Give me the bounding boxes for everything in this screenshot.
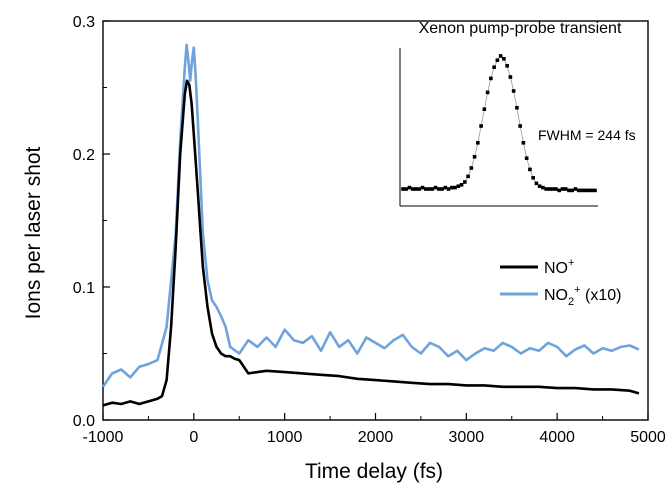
inset-point	[521, 141, 526, 145]
inset-point	[453, 185, 457, 190]
inset-point	[407, 185, 412, 190]
inset-point	[479, 124, 483, 128]
legend-label-no-plus: NO+	[544, 257, 574, 277]
inset-point	[436, 187, 441, 191]
inset-point	[576, 188, 581, 193]
inset-point	[547, 187, 552, 191]
inset-point	[550, 187, 555, 191]
inset-point	[404, 187, 409, 191]
inset-point	[560, 187, 565, 191]
inset-point	[443, 185, 448, 190]
y-axis-title: Ions per laser shot	[22, 146, 45, 319]
inset-point	[495, 58, 500, 62]
y-axis-ticks: 0.0 0.1 0.2 0.3	[73, 14, 110, 430]
inset-point	[489, 76, 493, 81]
inset-point	[450, 185, 454, 190]
inset-point	[515, 106, 519, 110]
series-line-no2-plus	[101, 43, 640, 388]
inset-point	[589, 188, 594, 193]
inset-point	[414, 187, 418, 191]
y-tick-label: 0.1	[73, 280, 95, 297]
x-tick-label: -1000	[83, 429, 124, 446]
inset-point	[401, 187, 405, 191]
y-tick-label: 0.3	[73, 14, 95, 31]
inset-point	[537, 184, 542, 188]
inset-point	[567, 188, 571, 193]
inset-point	[472, 155, 477, 159]
inset-point	[498, 54, 503, 58]
inset-point	[554, 187, 558, 191]
inset-point	[531, 176, 535, 180]
inset-point	[410, 187, 415, 191]
x-tick-label: 1000	[267, 429, 303, 446]
inset-point	[469, 166, 474, 170]
inset-point	[420, 185, 425, 190]
inset-point	[573, 187, 578, 191]
inset-point	[508, 75, 513, 79]
x-tick-label: 2000	[358, 429, 394, 446]
inset-point	[583, 188, 588, 193]
inset-point	[524, 156, 529, 160]
inset-point	[586, 188, 591, 193]
inset-marks	[401, 54, 597, 193]
inset-point	[518, 124, 522, 128]
x-axis-ticks: -1000 0 1000 2000 3000 4000 5000	[83, 413, 666, 446]
inset-point	[476, 141, 480, 145]
inset-point	[423, 187, 428, 191]
inset-point	[433, 185, 438, 190]
inset-point	[459, 183, 464, 187]
x-tick-label: 3000	[449, 429, 485, 446]
inset-point	[466, 174, 470, 179]
inset-point	[534, 181, 539, 186]
inset-point	[544, 187, 548, 191]
inset-point	[563, 187, 568, 191]
x-tick-label: 0	[189, 429, 198, 446]
series-line-no-plus	[102, 79, 640, 407]
inset-fit-line	[403, 55, 595, 191]
x-axis-title: Time delay (fs)	[305, 460, 443, 483]
inset-point	[511, 89, 516, 93]
inset-point	[430, 187, 435, 191]
inset-title: Xenon pump-probe transient	[419, 20, 622, 37]
inset-point	[502, 57, 506, 61]
inset-point	[463, 180, 467, 184]
inset-point	[440, 187, 444, 191]
y-tick-label: 0.0	[73, 413, 95, 430]
inset-point	[485, 90, 490, 95]
x-tick-label: 5000	[630, 429, 666, 446]
x-tick-label: 4000	[539, 429, 575, 446]
series-layer	[101, 43, 640, 407]
inset-fwhm-annotation: FWHM = 244 fs	[538, 127, 636, 143]
y-tick-label: 0.2	[73, 147, 95, 164]
legend: NO+ NO2+ (x10)	[500, 257, 621, 308]
inset-point	[492, 65, 496, 69]
inset-point	[593, 188, 597, 193]
inset-point	[570, 188, 575, 193]
inset-point	[417, 187, 422, 191]
inset-point	[456, 184, 461, 188]
inset-point	[482, 107, 487, 111]
inset-point	[528, 167, 532, 172]
inset-point	[557, 188, 562, 193]
legend-label-no2-plus: NO2+ (x10)	[544, 284, 621, 308]
inset-chart: Xenon pump-probe transient FWHM = 244 fs	[399, 20, 636, 207]
inset-point	[427, 187, 431, 191]
inset-point	[446, 187, 451, 191]
inset-point	[541, 185, 545, 190]
inset-point	[505, 64, 509, 68]
inset-point	[580, 188, 584, 193]
